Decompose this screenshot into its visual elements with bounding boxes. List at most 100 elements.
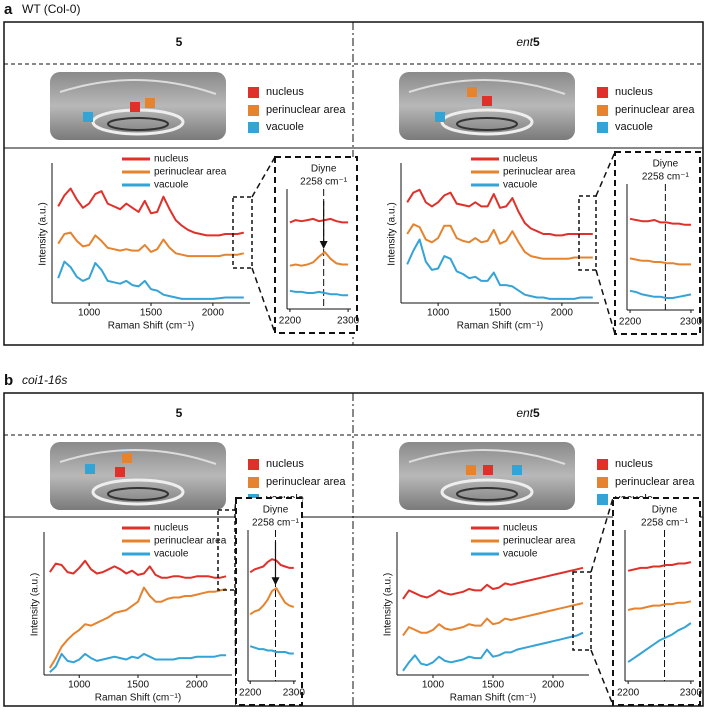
annotation-arrowhead — [319, 241, 328, 249]
legend-label: perinuclear area — [266, 104, 346, 116]
legend-label: nucleus — [615, 86, 653, 98]
x-tick-label: 2000 — [542, 680, 565, 691]
title-number: 5 — [176, 35, 183, 49]
x-tick-label: 2000 — [551, 308, 574, 319]
zoom-connector — [234, 589, 237, 706]
x-tick-label: 2300 — [680, 317, 703, 328]
zoom-connector — [595, 151, 616, 197]
x-tick-label: 1500 — [140, 308, 163, 319]
column-title: 5 — [176, 35, 183, 49]
micrograph-detail — [91, 478, 185, 506]
y-axis-label: Intensity (a.u.) — [387, 202, 398, 265]
position-marker — [435, 112, 445, 122]
legend-swatch — [597, 477, 608, 488]
zoom-connector — [590, 649, 614, 706]
micrograph-detail — [59, 449, 217, 465]
position-marker — [483, 465, 493, 475]
spectrum-line — [629, 257, 691, 266]
spectrum-line — [289, 289, 349, 297]
legend-label: nucleus — [615, 458, 653, 470]
x-tick-label: 2300 — [283, 688, 306, 699]
legend-label: vacuole — [154, 180, 189, 191]
legend-swatch — [597, 105, 608, 116]
legend-swatch — [597, 122, 608, 133]
legend-label: perinuclear area — [266, 476, 346, 488]
micrograph-detail — [440, 478, 534, 506]
x-tick-label: 2200 — [279, 316, 302, 327]
spectrum-line — [406, 223, 593, 260]
x-axis-label: Raman Shift (cm⁻¹) — [95, 693, 181, 704]
zoom-connector — [251, 267, 276, 334]
inset-frame — [274, 156, 358, 334]
spectrum-line — [627, 561, 692, 572]
spectrum-line — [57, 231, 245, 258]
legend-swatch — [248, 459, 259, 470]
title-number: 5 — [533, 35, 540, 49]
legend-label: nucleus — [266, 86, 304, 98]
column-title: 5 — [176, 406, 183, 420]
spectrum-line — [629, 217, 691, 226]
micrograph-detail — [59, 79, 217, 95]
inset-title: Diyne — [263, 505, 289, 516]
position-marker — [467, 87, 477, 97]
zoom-connector — [595, 269, 616, 335]
spectrum-line — [406, 188, 593, 237]
zoom-connector — [590, 497, 614, 573]
spectrum-line — [629, 289, 692, 299]
position-marker — [83, 112, 93, 122]
legend-label: vacuole — [503, 180, 538, 191]
x-tick-label: 1000 — [68, 680, 91, 691]
legend-label: perinuclear area — [503, 536, 576, 547]
inset-frame — [614, 151, 701, 335]
legend-label: perinuclear area — [154, 536, 227, 547]
legend-label: nucleus — [154, 154, 188, 165]
micrograph-detail — [107, 117, 169, 131]
spectrum-line — [402, 602, 584, 637]
x-tick-label: 1000 — [78, 308, 101, 319]
spectrum-line — [249, 587, 295, 616]
inset-annotation: 2258 cm⁻¹ — [300, 177, 348, 188]
x-tick-label: 2300 — [337, 316, 360, 327]
inset-title: Diyne — [653, 159, 679, 170]
spectrum-line — [402, 631, 584, 672]
x-tick-label: 2200 — [619, 317, 642, 328]
y-axis-label: Intensity (a.u.) — [38, 202, 49, 265]
legend-swatch — [597, 459, 608, 470]
y-axis-label: Intensity (a.u.) — [383, 573, 394, 636]
annotation-arrowhead — [271, 577, 280, 586]
x-tick-label: 2300 — [680, 688, 703, 699]
position-marker — [512, 465, 522, 475]
position-marker — [145, 98, 155, 108]
legend-label: vacuole — [266, 121, 304, 133]
zoom-box — [578, 195, 597, 271]
condition-label: coi1-16s — [22, 373, 67, 387]
x-tick-label: 2200 — [617, 688, 640, 699]
micrograph-detail — [408, 449, 566, 465]
title-number: 5 — [533, 406, 540, 420]
legend-label: perinuclear area — [154, 167, 227, 178]
inset-frame — [235, 497, 303, 706]
inset-title: Diyne — [652, 505, 678, 516]
x-tick-label: 2000 — [202, 308, 225, 319]
spectrum-line — [627, 600, 692, 611]
legend-swatch — [597, 87, 608, 98]
x-axis-label: Raman Shift (cm⁻¹) — [450, 693, 536, 704]
spectrum-line — [402, 566, 584, 600]
legend-label: nucleus — [503, 154, 537, 165]
legend-swatch — [248, 87, 259, 98]
spectrum-line — [406, 238, 593, 300]
condition-label: WT (Col-0) — [22, 2, 80, 16]
legend-label: perinuclear area — [503, 167, 576, 178]
title-prefix: ent — [516, 406, 533, 420]
title-number: 5 — [176, 406, 183, 420]
position-marker — [85, 464, 95, 474]
x-tick-label: 1500 — [482, 680, 505, 691]
panel-label: a — [4, 1, 13, 18]
legend-swatch — [248, 105, 259, 116]
position-marker — [130, 102, 140, 112]
spectrum-line — [289, 217, 349, 224]
x-tick-label: 1500 — [127, 680, 150, 691]
spectrum-line — [57, 260, 244, 300]
legend-label: nucleus — [154, 523, 188, 534]
